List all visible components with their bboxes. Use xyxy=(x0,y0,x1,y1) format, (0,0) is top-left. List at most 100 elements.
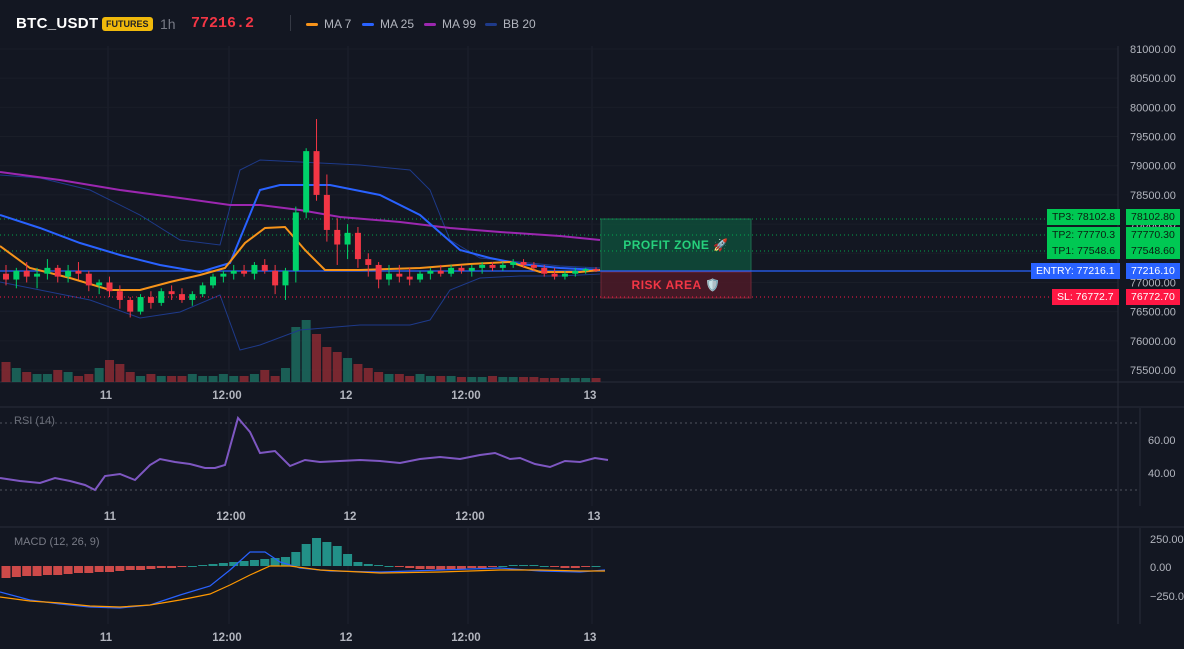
time-tick-label: 11 xyxy=(100,390,113,402)
volume-bar xyxy=(374,372,384,382)
volume-bar xyxy=(229,376,239,382)
volume-bar xyxy=(394,374,404,382)
legend-ma7[interactable]: MA 7 xyxy=(306,17,351,31)
bb20-label: BB 20 xyxy=(503,17,536,31)
tp1-price-tag: 77548.60 xyxy=(1126,243,1180,259)
volume-bar xyxy=(105,360,115,382)
bear-candle xyxy=(116,291,123,300)
volume-bars xyxy=(1,320,601,382)
volume-bar xyxy=(187,374,197,382)
volume-bar xyxy=(1,362,11,382)
last-price: 77216.2 xyxy=(191,15,255,32)
macd-hist-bar-pos xyxy=(353,562,363,566)
macd-pane: 250.00 0.00 −250.00 xyxy=(0,534,1184,609)
candlesticks xyxy=(3,119,599,318)
macd-hist-bar-pos xyxy=(208,564,218,566)
bull-candle xyxy=(479,264,486,268)
time-tick-label: 12:00 xyxy=(212,390,241,402)
volume-bar xyxy=(363,368,373,382)
bull-candle xyxy=(210,276,217,286)
macd-hist-bar-pos xyxy=(260,559,270,566)
bull-candle xyxy=(34,273,41,277)
time-tick-label: 13 xyxy=(584,390,597,402)
legend-bb20[interactable]: BB 20 xyxy=(485,17,536,31)
macd-line xyxy=(0,551,606,609)
legend-ma25[interactable]: MA 25 xyxy=(362,17,414,31)
tp2-label-left: TP2: 77770.3 xyxy=(1047,227,1121,243)
macd-hist-bar-pos xyxy=(291,552,301,566)
bull-candle xyxy=(137,297,144,312)
macd-hist-bar-neg xyxy=(467,566,477,568)
volume-bar xyxy=(301,320,311,382)
macd-hist-bar-neg xyxy=(84,566,94,573)
tp1-label-left: TP1: 77548.6 xyxy=(1047,243,1121,259)
bear-candle xyxy=(127,299,134,312)
time-tick-label: 13 xyxy=(584,632,597,644)
rsi-tick-label: 60.00 xyxy=(1148,435,1176,447)
bull-candle xyxy=(230,270,237,274)
macd-hist-bar-pos xyxy=(239,561,249,566)
volume-bar xyxy=(291,327,301,382)
bull-candle xyxy=(158,291,165,303)
macd-hist-bar-neg xyxy=(156,566,166,568)
bear-candle xyxy=(23,270,30,277)
entry-label-left: ENTRY: 77216.1 xyxy=(1031,263,1120,279)
volume-bar xyxy=(550,378,560,382)
rsi-tick-label: 40.00 xyxy=(1148,468,1176,480)
macd-hist-bar-neg xyxy=(487,566,497,567)
time-tick-label: 12:00 xyxy=(212,632,241,644)
volume-bar xyxy=(487,376,497,382)
macd-hist-bar-neg xyxy=(53,566,63,575)
bear-candle xyxy=(406,276,413,280)
macd-signal-line xyxy=(0,565,605,608)
bear-candle xyxy=(54,267,61,277)
macd-hist-bar-neg xyxy=(167,566,177,568)
legend-ma99[interactable]: MA 99 xyxy=(424,17,476,31)
bear-candle xyxy=(85,273,92,286)
volume-bar xyxy=(208,376,218,382)
bull-candle xyxy=(292,212,299,271)
volume-bar xyxy=(177,376,187,382)
profit-zone-box xyxy=(600,218,752,272)
bear-candle xyxy=(147,297,154,303)
macd-hist-bar-neg xyxy=(456,566,466,569)
risk-area-label: RISK AREA 🛡️ xyxy=(631,278,721,292)
price-tick-label: 78500.00 xyxy=(1130,190,1176,202)
volume-bar xyxy=(42,374,52,382)
bb-lower-line xyxy=(0,273,601,351)
bull-candle xyxy=(561,273,568,277)
bear-candle xyxy=(365,259,372,265)
bear-candle xyxy=(241,270,248,274)
risk-area-box xyxy=(600,271,752,299)
price-tick-label: 81000.00 xyxy=(1130,44,1176,56)
bear-candle xyxy=(593,269,599,271)
bear-candle xyxy=(272,270,279,286)
timeframe-label[interactable]: 1h xyxy=(160,16,176,32)
volume-bar xyxy=(146,374,156,382)
volume-bar xyxy=(508,377,518,382)
volume-bar xyxy=(94,368,104,382)
volume-bar xyxy=(519,377,529,382)
volume-bar xyxy=(32,374,42,382)
volume-bar xyxy=(425,376,435,382)
volume-bar xyxy=(73,376,83,382)
volume-bar xyxy=(270,376,280,382)
bull-candle xyxy=(572,270,579,274)
macd-hist-bar-neg xyxy=(42,566,52,575)
price-tick-label: 80000.00 xyxy=(1130,102,1176,114)
volume-bar xyxy=(260,370,270,382)
price-tick-label: 77000.00 xyxy=(1130,277,1176,289)
macd-hist-bar-neg xyxy=(73,566,83,573)
price-tick-label: 79500.00 xyxy=(1130,132,1176,144)
macd-hist-bar-neg xyxy=(1,566,11,578)
time-tick-label: 12 xyxy=(344,511,357,523)
macd-hist-bar-pos xyxy=(591,566,601,567)
ma25-label: MA 25 xyxy=(380,17,415,31)
macd-hist-bar-neg xyxy=(477,566,487,568)
bear-candle xyxy=(334,229,341,245)
bear-candle xyxy=(437,270,444,274)
volume-bar xyxy=(581,378,591,382)
symbol-name[interactable]: BTC_USDT xyxy=(16,15,99,32)
macd-tick-label: −250.00 xyxy=(1150,591,1184,603)
